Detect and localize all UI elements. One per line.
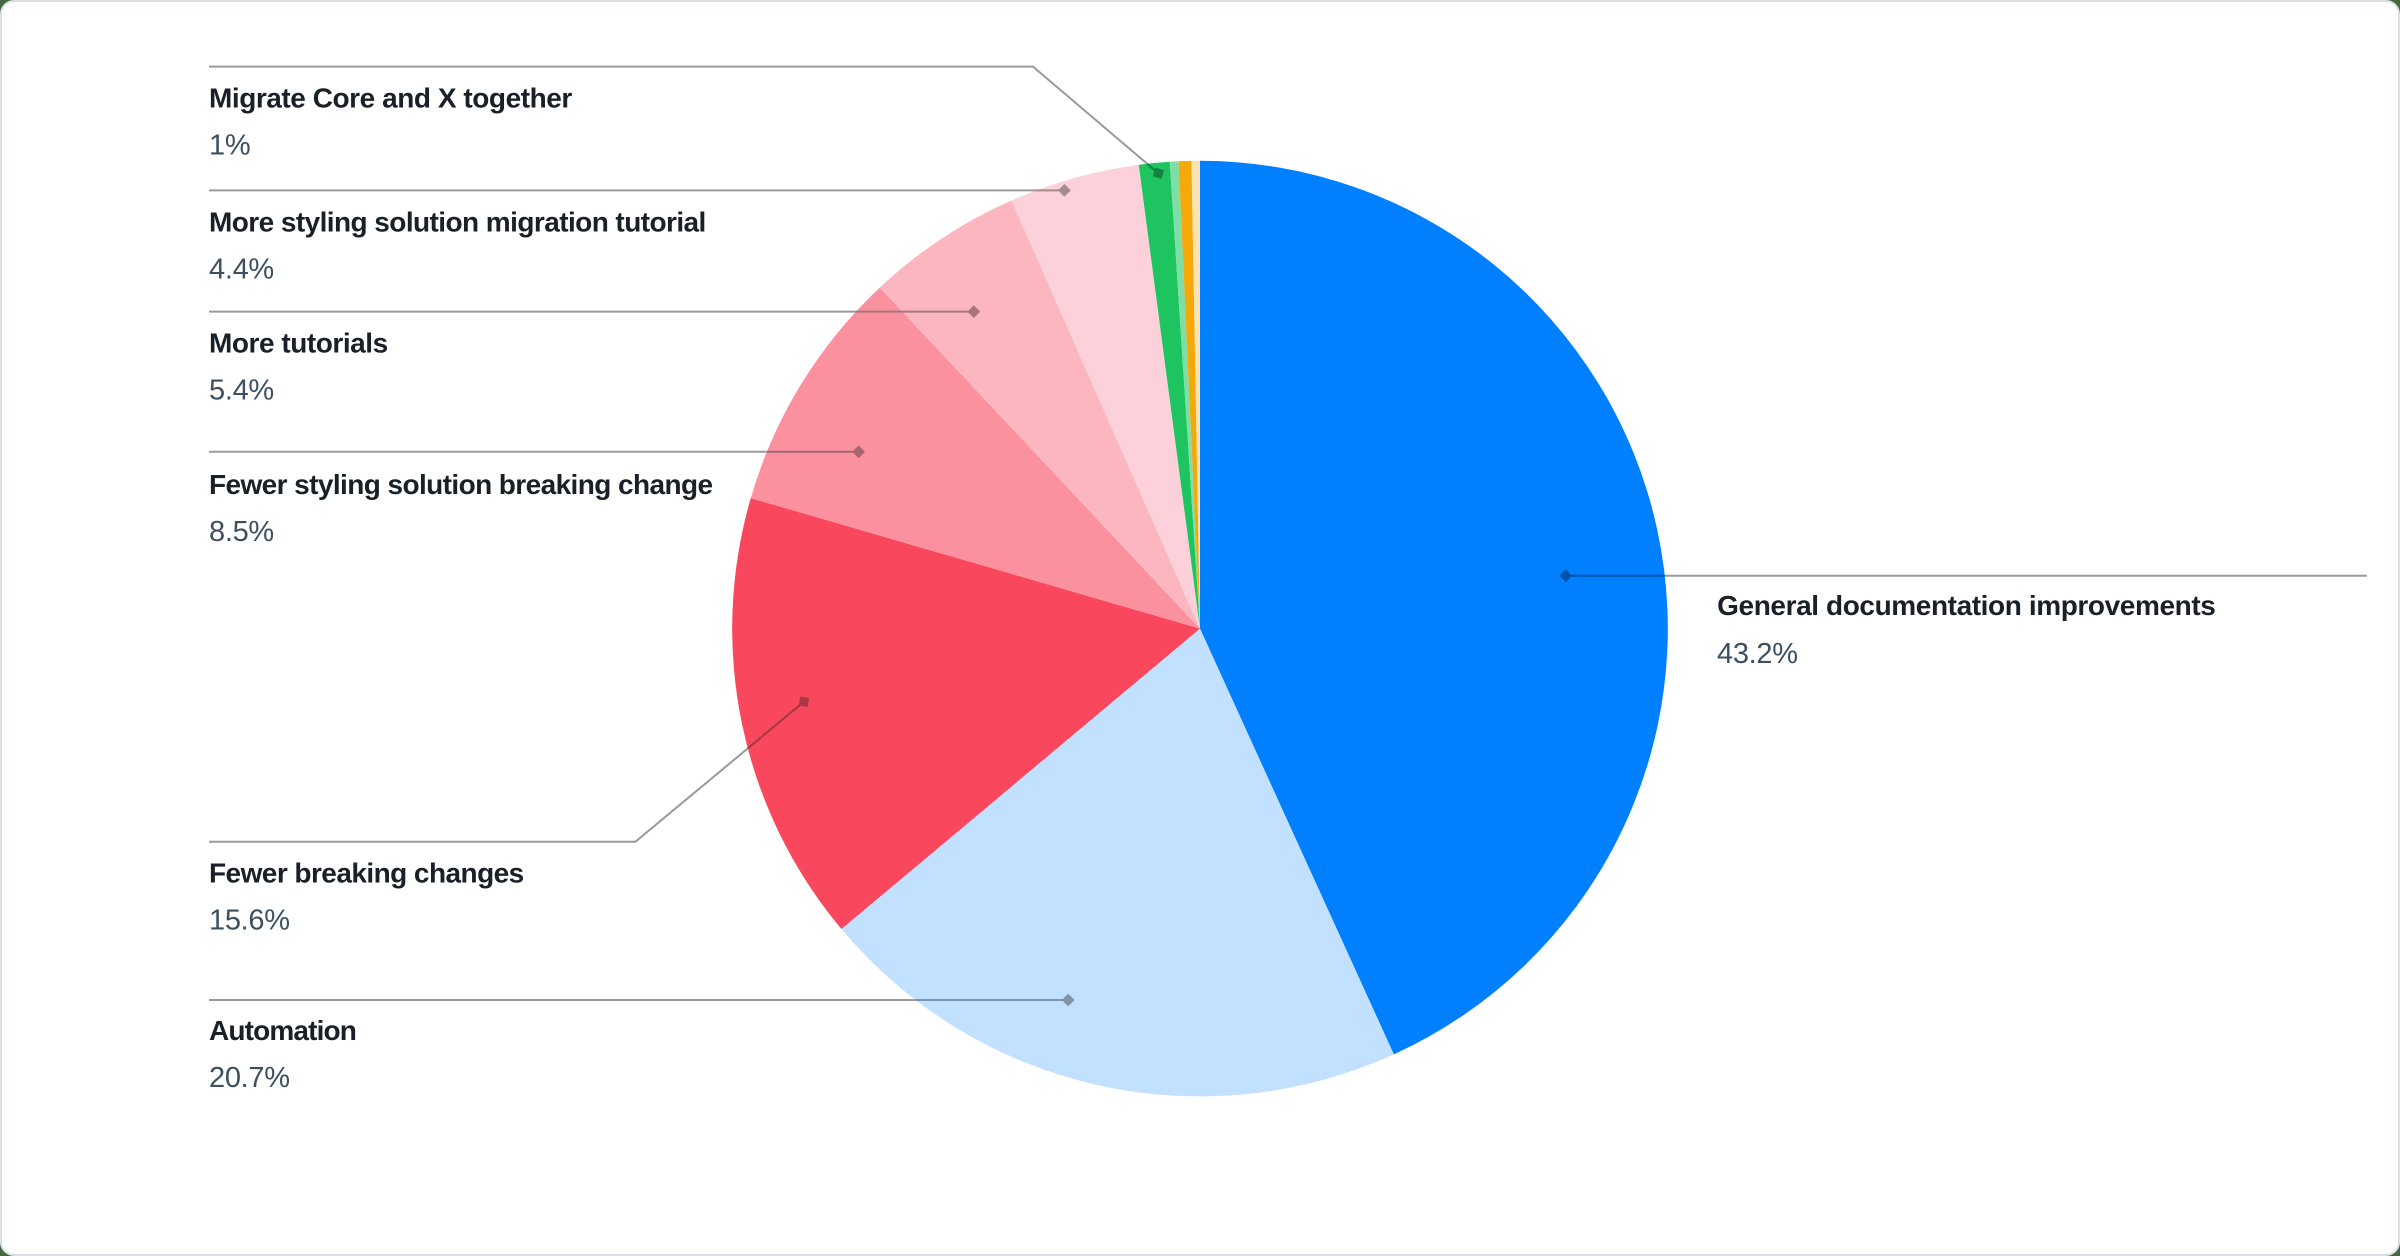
- svg-text:Automation: Automation: [209, 1015, 356, 1046]
- svg-text:20.7%: 20.7%: [209, 1062, 290, 1094]
- svg-text:Fewer breaking changes: Fewer breaking changes: [209, 858, 524, 889]
- svg-text:4.4%: 4.4%: [209, 253, 274, 285]
- svg-text:5.4%: 5.4%: [209, 375, 274, 407]
- svg-text:1%: 1%: [209, 130, 250, 162]
- svg-text:15.6%: 15.6%: [209, 905, 290, 937]
- svg-text:43.2%: 43.2%: [1717, 638, 1798, 670]
- svg-text:More styling solution migratio: More styling solution migration tutorial: [209, 206, 706, 237]
- svg-text:General documentation improvem: General documentation improvements: [1717, 590, 2215, 621]
- svg-text:Fewer styling solution breakin: Fewer styling solution breaking change: [209, 469, 712, 500]
- svg-text:Migrate Core and X together: Migrate Core and X together: [209, 83, 572, 114]
- svg-text:More tutorials: More tutorials: [209, 328, 388, 359]
- svg-text:8.5%: 8.5%: [209, 516, 274, 548]
